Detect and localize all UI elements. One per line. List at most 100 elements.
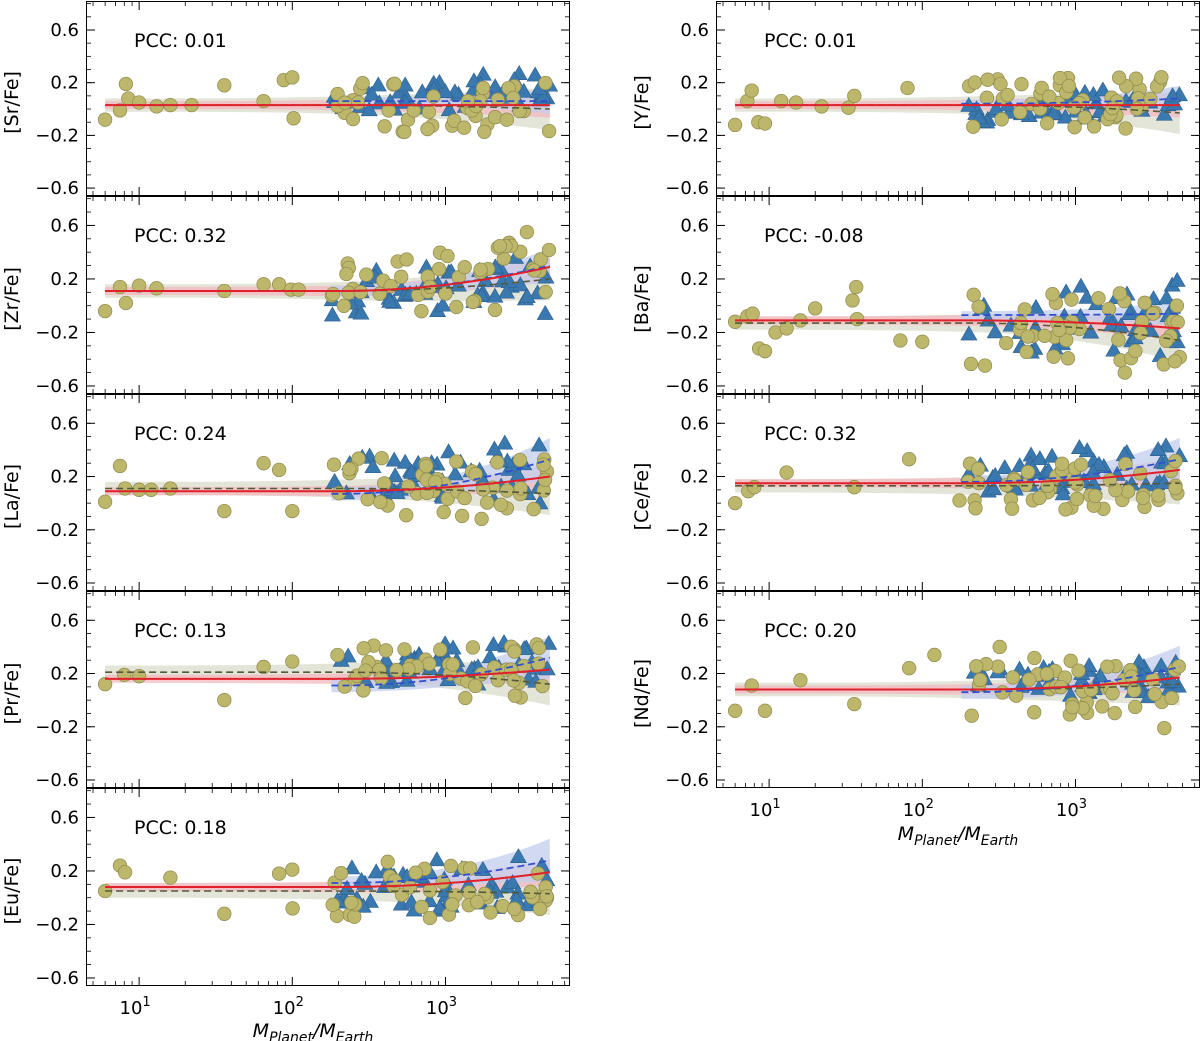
point-low — [456, 120, 472, 135]
point-low — [443, 858, 459, 874]
point-high — [1031, 450, 1049, 466]
point-low — [845, 293, 860, 308]
y-tick-label: −0.2 — [35, 520, 79, 541]
y-tick-label: 0.2 — [50, 269, 79, 290]
point-low — [1019, 344, 1034, 360]
point-low — [436, 504, 451, 520]
point-low — [454, 508, 470, 524]
point-low — [483, 905, 498, 920]
point-low — [1128, 71, 1144, 86]
point-low — [468, 678, 483, 694]
point-low — [757, 703, 773, 718]
point-low — [1118, 456, 1133, 472]
point-low — [419, 458, 434, 474]
point-low — [271, 462, 287, 478]
point-low — [468, 467, 483, 482]
point-low — [1039, 666, 1055, 682]
point-low — [1168, 480, 1183, 496]
point-high — [363, 85, 381, 101]
point-low — [97, 112, 113, 127]
point-high — [367, 863, 385, 879]
y-tick-label: −0.2 — [665, 520, 709, 541]
axes-frame — [86, 591, 570, 788]
y-axis-label: [Ba/Fe] — [631, 265, 653, 332]
point-high — [530, 436, 548, 452]
point-low — [449, 454, 464, 469]
fit-low-line — [105, 890, 550, 895]
axes-frame — [86, 1, 570, 196]
point-low — [422, 656, 437, 671]
panel-ba: −0.6 −0.2 0.2 0.6 PCC: -0.08 [Ba/Fe] — [631, 196, 1200, 397]
x-tick-label: 102 — [273, 995, 304, 1019]
point-low — [149, 281, 164, 296]
point-low — [431, 261, 447, 277]
point-low — [217, 692, 232, 708]
point-low — [426, 89, 441, 104]
point-high — [1090, 455, 1108, 471]
point-high — [485, 440, 503, 456]
point-low — [399, 508, 414, 523]
point-high — [1044, 104, 1062, 120]
point-low — [445, 657, 460, 672]
point-low — [499, 112, 515, 127]
point-low — [901, 661, 917, 676]
fit-all-line — [105, 871, 550, 888]
point-low — [1042, 89, 1057, 104]
fit-high-line — [961, 97, 1180, 105]
plot-area — [727, 639, 1187, 736]
point-high — [960, 325, 978, 341]
point-low — [971, 461, 986, 477]
x-axis-label-right: MPlanet/MEarth — [898, 823, 1019, 849]
fit-all-line — [735, 676, 1180, 691]
point-low — [538, 75, 553, 91]
point-high — [1027, 298, 1045, 314]
point-low — [1171, 659, 1186, 674]
point-high — [446, 465, 464, 481]
pcc-label: PCC: 0.32 — [134, 225, 227, 247]
point-low — [1100, 659, 1115, 674]
point-low — [337, 679, 352, 694]
point-low — [397, 124, 412, 140]
y-axis-label: [Sr/Fe] — [1, 71, 23, 134]
point-low — [1040, 116, 1055, 131]
y-tick-label: 0.6 — [680, 20, 709, 41]
point-low — [915, 334, 930, 349]
point-low — [1063, 653, 1078, 668]
point-low — [1073, 457, 1089, 472]
point-high — [386, 467, 404, 483]
point-low — [144, 482, 159, 497]
point-low — [1021, 672, 1037, 687]
point-high — [326, 472, 344, 488]
point-low — [1101, 301, 1117, 317]
point-high — [369, 76, 387, 92]
point-low — [788, 95, 804, 110]
point-high — [1082, 323, 1100, 339]
point-high — [323, 306, 341, 322]
fit-high-line — [961, 666, 1180, 694]
point-low — [901, 452, 917, 467]
point-low — [541, 242, 557, 258]
point-low — [465, 640, 481, 655]
point-high — [1054, 485, 1072, 501]
plot-area — [97, 838, 556, 926]
point-high — [1155, 105, 1173, 121]
point-low — [457, 259, 472, 275]
point-low — [333, 866, 349, 881]
point-low — [1068, 475, 1083, 490]
point-high — [474, 65, 492, 81]
point-low — [535, 678, 550, 694]
x-tick-label: 103 — [1056, 797, 1087, 821]
plot-area — [727, 271, 1187, 380]
point-high — [364, 458, 382, 474]
point-low — [347, 909, 362, 924]
panel-sr: −0.6 −0.2 0.2 0.6 PCC: 0.01 [Sr/Fe] — [1, 1, 570, 199]
point-low — [285, 503, 300, 519]
point-low — [492, 238, 508, 254]
point-low — [757, 116, 773, 131]
point-low — [353, 284, 368, 300]
plot-area — [727, 437, 1189, 517]
point-low — [727, 314, 743, 329]
point-low — [1071, 663, 1086, 678]
point-low — [506, 90, 521, 106]
panel-la: −0.6 −0.2 0.2 0.6 PCC: 0.24 [La/Fe] — [1, 394, 570, 594]
